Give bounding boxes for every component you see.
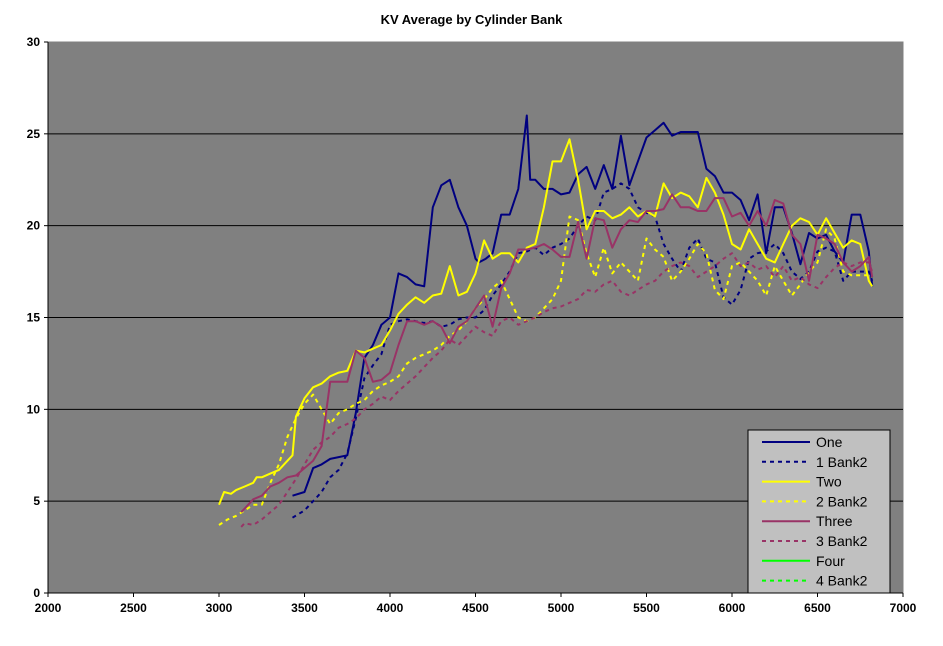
- x-tick-label-7: 5500: [633, 601, 660, 615]
- x-tick-label-3: 3500: [291, 601, 318, 615]
- legend-label-two: Two: [816, 474, 842, 490]
- x-tick-label-1: 2500: [120, 601, 147, 615]
- y-tick-label-3: 15: [27, 311, 41, 325]
- y-tick-label-1: 5: [33, 494, 40, 508]
- y-tick-label-2: 10: [27, 402, 41, 416]
- series-line-one: [292, 114, 874, 497]
- legend-label-four: Four: [816, 553, 845, 569]
- x-tick-label-4: 4000: [377, 601, 404, 615]
- legend-box: [747, 429, 891, 594]
- x-tick-label-0: 2000: [35, 601, 62, 615]
- y-tick-label-0: 0: [33, 586, 40, 600]
- y-tick-label-4: 20: [27, 219, 41, 233]
- series-line-three: [240, 193, 874, 513]
- y-tick-label-6: 30: [27, 35, 41, 49]
- legend: One 1 Bank2 Two 2 Bank2 Three 3 Bank2 Four 4 Ba…: [747, 429, 891, 594]
- y-tick-label-5: 25: [27, 127, 41, 141]
- x-tick-label-9: 6500: [804, 601, 831, 615]
- series-line-two: [218, 138, 874, 506]
- chart-title: KV Average by Cylinder Bank: [380, 12, 563, 27]
- legend-label-3-bank2: 3 Bank2: [816, 533, 868, 549]
- axes: 0 5 10 15 20 25 30 2000 2500 3000 3500 4000 4500 5000…: [27, 35, 917, 615]
- legend-label-one: One: [816, 434, 843, 450]
- x-tick-label-6: 5000: [548, 601, 575, 615]
- legend-label-2-bank2: 2 Bank2: [816, 493, 868, 509]
- x-tick-label-2: 3000: [206, 601, 233, 615]
- legend-label-three: Three: [816, 513, 853, 529]
- series-lines: [218, 114, 874, 528]
- x-tick-label-10: 7000: [890, 601, 917, 615]
- legend-label-4-bank2: 4 Bank2: [816, 573, 868, 589]
- legend-label-1-bank2: 1 Bank2: [816, 454, 868, 470]
- x-tick-label-8: 6000: [719, 601, 746, 615]
- series-line-2-bank2: [218, 215, 873, 526]
- x-tick-label-5: 4500: [462, 601, 489, 615]
